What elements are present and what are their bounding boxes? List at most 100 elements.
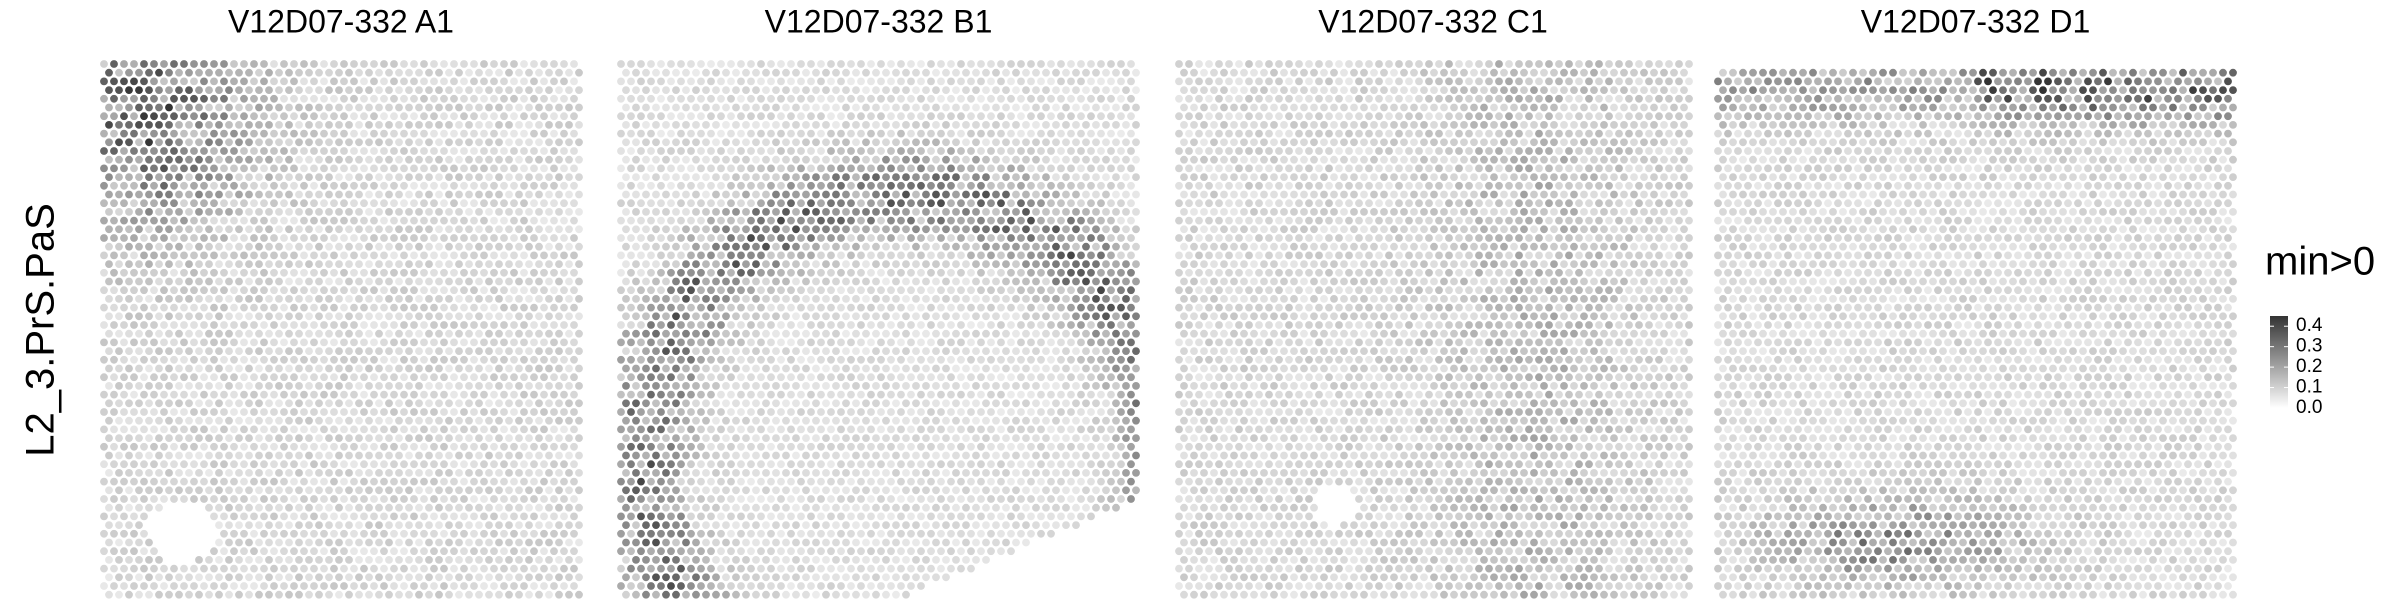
spot xyxy=(842,173,850,182)
spot xyxy=(992,329,1000,338)
spot xyxy=(415,329,423,338)
spot xyxy=(165,399,173,408)
spot xyxy=(977,321,985,329)
spot xyxy=(707,338,715,347)
spot xyxy=(565,68,573,77)
spot xyxy=(797,251,805,260)
spot xyxy=(575,590,583,599)
spot xyxy=(1102,347,1110,355)
spot xyxy=(1052,68,1060,77)
spot xyxy=(155,260,163,268)
spot xyxy=(777,286,785,295)
spot xyxy=(1002,312,1010,321)
spot xyxy=(1032,121,1040,129)
spot xyxy=(832,121,840,129)
spot xyxy=(185,382,193,390)
spot xyxy=(200,112,208,121)
spot xyxy=(717,147,725,155)
spot xyxy=(1037,164,1045,173)
spot xyxy=(120,303,128,312)
spot xyxy=(535,590,543,599)
spot xyxy=(797,321,805,329)
spot xyxy=(355,590,363,599)
spot xyxy=(260,129,268,138)
spot xyxy=(682,399,690,408)
spot xyxy=(375,573,383,582)
spot xyxy=(807,60,815,68)
spot xyxy=(175,208,183,216)
spot xyxy=(1097,286,1105,295)
spot xyxy=(912,225,920,234)
spot xyxy=(1127,112,1135,121)
spot xyxy=(240,373,248,382)
spot xyxy=(235,451,243,460)
spot xyxy=(390,129,398,138)
spot xyxy=(942,138,950,147)
spot xyxy=(270,425,278,434)
spot xyxy=(782,86,790,94)
spot xyxy=(647,216,655,225)
spot xyxy=(797,286,805,295)
spot xyxy=(987,147,995,155)
spot xyxy=(797,355,805,364)
spot xyxy=(310,77,318,86)
spot xyxy=(250,164,258,173)
spot xyxy=(555,295,563,303)
spot xyxy=(155,347,163,355)
spot xyxy=(627,373,635,382)
spot xyxy=(505,121,513,129)
spot xyxy=(335,364,343,373)
spot xyxy=(722,103,730,112)
spot xyxy=(145,155,153,164)
spot xyxy=(540,442,548,451)
spot xyxy=(897,321,905,329)
spot xyxy=(972,277,980,286)
spot xyxy=(380,477,388,486)
spot xyxy=(270,408,278,416)
spot xyxy=(445,242,453,251)
spot xyxy=(120,477,128,486)
spot xyxy=(225,521,233,529)
spot xyxy=(465,121,473,129)
spot xyxy=(240,112,248,121)
spot xyxy=(460,234,468,242)
spot xyxy=(205,486,213,495)
spot xyxy=(335,190,343,199)
spot xyxy=(565,208,573,216)
spot xyxy=(575,434,583,442)
spot xyxy=(110,495,118,503)
spot xyxy=(1082,295,1090,303)
spot xyxy=(530,512,538,521)
spot xyxy=(957,251,965,260)
spot xyxy=(175,121,183,129)
spot xyxy=(1132,173,1140,182)
spot xyxy=(195,190,203,199)
spot xyxy=(747,268,755,277)
spot xyxy=(942,295,950,303)
spot xyxy=(140,582,148,590)
spot xyxy=(902,86,910,94)
spot xyxy=(460,77,468,86)
spot xyxy=(882,138,890,147)
spot xyxy=(702,121,710,129)
spot xyxy=(205,434,213,442)
spot xyxy=(657,321,665,329)
spot xyxy=(862,138,870,147)
spot xyxy=(260,512,268,521)
spot xyxy=(140,147,148,155)
spot xyxy=(455,86,463,94)
spot xyxy=(812,68,820,77)
spot xyxy=(235,364,243,373)
spot xyxy=(942,277,950,286)
spot xyxy=(150,338,158,347)
spot xyxy=(1007,390,1015,399)
spot xyxy=(480,268,488,277)
spot xyxy=(937,181,945,190)
spot xyxy=(692,399,700,408)
spot xyxy=(550,199,558,208)
spot xyxy=(952,329,960,338)
spot xyxy=(627,234,635,242)
spot xyxy=(550,303,558,312)
spot xyxy=(570,564,578,573)
spot xyxy=(867,199,875,208)
